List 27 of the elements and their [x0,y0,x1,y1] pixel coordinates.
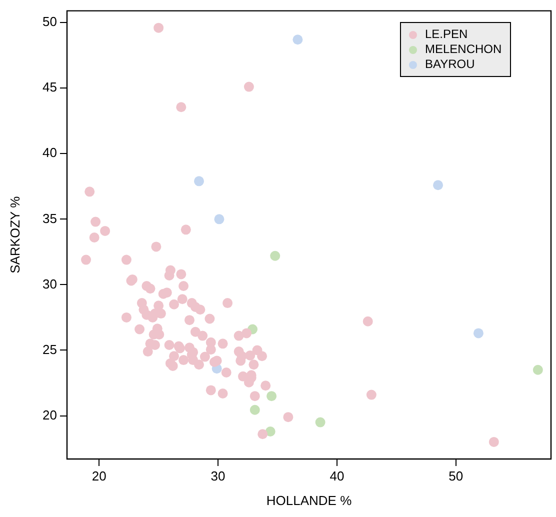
y-tick-label: 45 [42,80,57,95]
y-tick-label: 50 [42,14,57,30]
point [270,250,280,261]
point [250,404,260,415]
x-tick-label: 20 [92,468,106,484]
legend-label: LE.PEN [425,27,468,42]
x-tick-label: 30 [210,468,226,484]
point [433,180,444,190]
point [532,364,543,375]
point [292,34,303,45]
point [473,328,484,338]
y-tick-label: 20 [42,407,57,422]
y-tick-label: 25 [42,342,57,357]
point [266,391,277,402]
point [315,417,326,428]
point [265,426,276,436]
point [214,214,224,224]
x-tick-label: 50 [448,468,464,484]
y-axis-title: SARKOZY % [7,196,22,274]
y-tick-label: 30 [42,276,57,292]
y-tick-label: 40 [42,145,57,160]
x-tick-label: 40 [330,468,344,484]
x-axis-title: HOLLANDE % [266,492,352,508]
point [194,176,204,186]
y-tick-label: 35 [42,210,57,226]
legend-label: BAYROU [425,57,475,72]
legend-label: MELENCHON [425,42,502,57]
